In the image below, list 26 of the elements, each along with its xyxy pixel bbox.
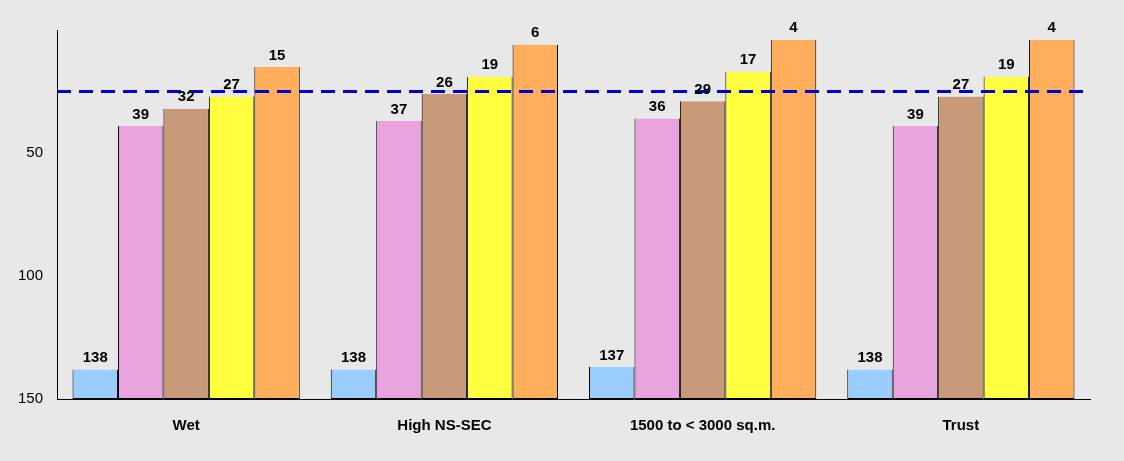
data-label: 39	[132, 104, 150, 122]
x-tick-label: Wet	[172, 416, 200, 434]
data-label: 138	[82, 348, 108, 366]
data-label: 27	[952, 75, 970, 93]
data-label: 36	[648, 97, 666, 115]
data-label: 17	[739, 50, 757, 68]
data-label: 39	[907, 104, 924, 122]
data-label: 4	[1047, 18, 1057, 36]
y-tick-label: 100	[18, 266, 44, 284]
data-label: 19	[997, 55, 1015, 73]
y-tick-label: 50	[26, 143, 44, 161]
data-label: 6	[531, 23, 540, 41]
data-label: 26	[436, 72, 453, 90]
y-tick-label: 150	[18, 389, 44, 407]
data-label: 37	[390, 99, 408, 117]
data-label: 138	[340, 348, 367, 366]
data-label: 4	[789, 18, 799, 36]
data-label: 137	[599, 345, 625, 363]
data-label: 19	[481, 55, 499, 73]
data-label: 32	[177, 87, 195, 105]
data-label: 27	[223, 75, 240, 93]
x-tick-label: Trust	[942, 416, 980, 434]
x-tick-label: High NS-SEC	[397, 416, 492, 434]
data-label: 15	[268, 45, 286, 63]
x-tick-label: 1500 to < 3000 sq.m.	[629, 416, 776, 434]
data-label: 138	[857, 348, 883, 366]
